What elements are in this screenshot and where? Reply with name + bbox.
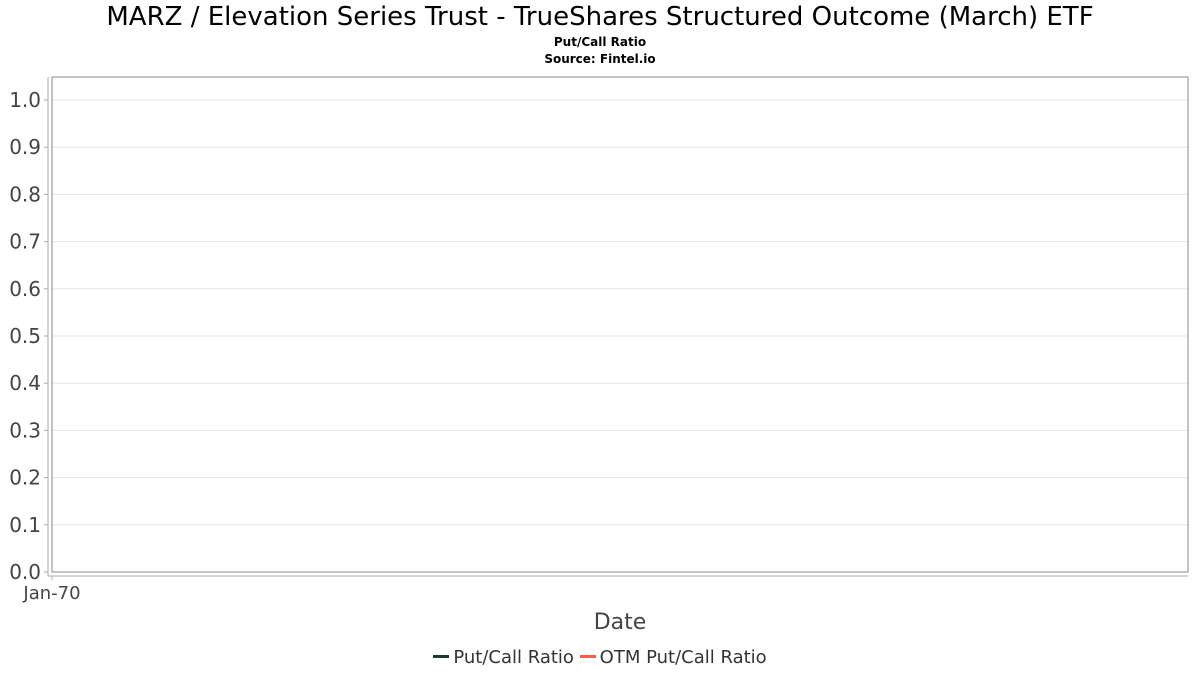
x-axis-label: Date xyxy=(594,610,647,635)
y-tick-label: 0.8 xyxy=(9,182,41,206)
y-tick-label: 1.0 xyxy=(9,88,41,112)
y-tick-label: 0.7 xyxy=(9,230,41,254)
chart-source: Source: Fintel.io xyxy=(544,52,656,66)
legend-swatch-put-call xyxy=(433,654,450,658)
legend-label-otm-put-call: OTM Put/Call Ratio xyxy=(599,647,767,668)
y-tick-label: 0.1 xyxy=(9,513,41,537)
legend-item-put-call[interactable]: Put/Call Ratio xyxy=(433,647,574,668)
y-tick-label: 0.6 xyxy=(9,277,41,301)
legend: Put/Call Ratio OTM Put/Call Ratio xyxy=(0,647,1200,668)
plot-area xyxy=(51,76,1189,573)
y-tick-label: 0.5 xyxy=(9,324,41,348)
y-tick-label: 0.2 xyxy=(9,466,41,490)
y-axis: 0.0 0.1 0.2 0.3 0.4 0.5 0.6 0.7 0.8 0.9 1.0 xyxy=(9,88,48,584)
chart-title: MARZ / Elevation Series Trust - TrueShar… xyxy=(106,2,1094,32)
grid-lines xyxy=(52,99,1188,526)
y-tick-label: 0.0 xyxy=(9,560,41,584)
legend-item-otm-put-call[interactable]: OTM Put/Call Ratio xyxy=(579,647,767,668)
legend-swatch-otm-put-call xyxy=(579,654,596,658)
x-axis: Jan-70 xyxy=(22,576,81,604)
legend-label-put-call: Put/Call Ratio xyxy=(453,647,574,668)
x-tick-label: Jan-70 xyxy=(22,583,80,604)
chart-subtitle: Put/Call Ratio xyxy=(553,35,647,49)
y-tick-label: 0.9 xyxy=(9,135,41,159)
y-tick-label: 0.4 xyxy=(9,371,41,395)
y-tick-label: 0.3 xyxy=(9,418,41,442)
